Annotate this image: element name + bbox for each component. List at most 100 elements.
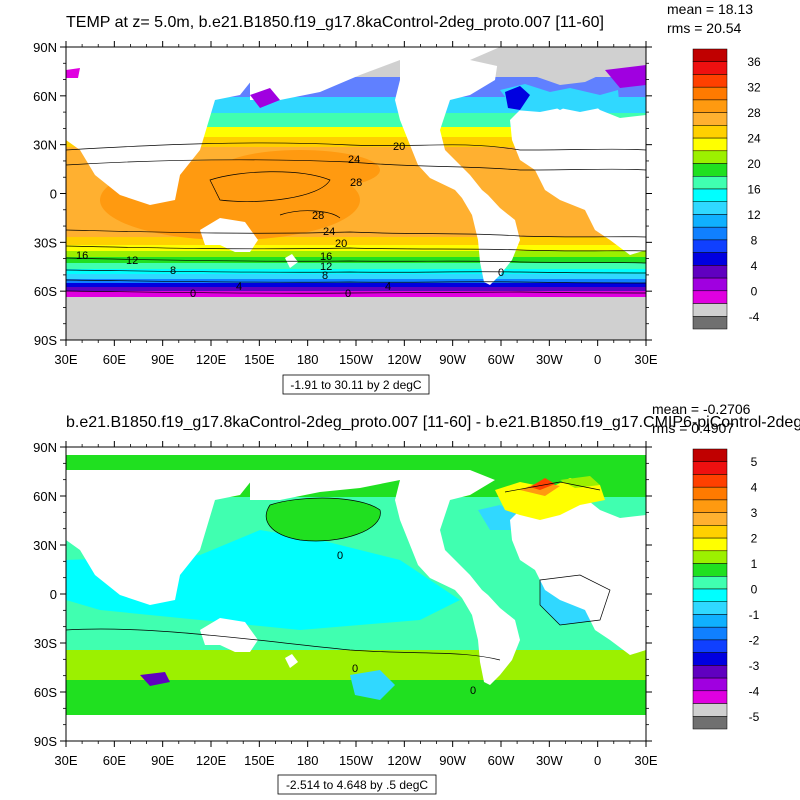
colorbar-box	[692, 448, 728, 462]
colorbar-box	[692, 588, 728, 602]
lon-label: 90W	[439, 753, 466, 768]
lat-label: 60N	[33, 489, 57, 504]
lon-label: 60E	[103, 753, 126, 768]
contour-label: 28	[350, 177, 362, 189]
contour-label: 8	[170, 265, 176, 277]
colorbar-box	[692, 150, 728, 164]
bottom-title: b.e21.B1850.f19_g17.8kaControl-2deg_prot…	[66, 414, 800, 431]
lon-label: 30W	[536, 352, 563, 367]
colorbar-box	[692, 290, 728, 304]
colorbar-box	[692, 576, 728, 590]
bottom-colorbar: 5 4 3 2 1 0 -1 -2 -3 -4 -5	[692, 448, 760, 730]
lon-label: 60W	[488, 753, 515, 768]
contour-label: 0	[470, 685, 476, 697]
lon-label: 90W	[439, 352, 466, 367]
colorbar-label: 20	[747, 157, 761, 171]
contour-label: 8	[322, 270, 328, 282]
lat-label: 60S	[34, 685, 57, 700]
colorbar-box	[692, 112, 728, 126]
top-land	[66, 47, 646, 285]
lat-label: 90N	[33, 440, 57, 455]
colorbar-box	[692, 512, 728, 526]
contour-label: 0	[352, 663, 358, 675]
colorbar-box	[692, 703, 728, 717]
colorbar-box	[692, 677, 728, 692]
lon-label: 150W	[339, 753, 374, 768]
top-info-text: -1.91 to 30.11 by 2 degC	[290, 378, 422, 392]
contour-label: 4	[236, 281, 242, 293]
colorbar-box	[692, 601, 728, 615]
bottom-rms: rms = 0.4907	[652, 420, 734, 436]
lon-label: 30E	[54, 753, 77, 768]
colorbar-box	[692, 690, 728, 704]
colorbar-box	[692, 74, 728, 88]
lon-label: 150E	[244, 753, 275, 768]
top-panel: TEMP at z= 5.0m, b.e21.B1850.f19_g17.8ka…	[33, 1, 761, 395]
colorbar-box	[692, 265, 728, 279]
lon-label: 30E	[54, 352, 77, 367]
colorbar-box	[692, 563, 728, 577]
colorbar-box	[692, 614, 728, 628]
top-info-box: -1.91 to 30.11 by 2 degC	[282, 374, 430, 395]
lon-label: 180	[297, 753, 319, 768]
lat-label: 90N	[33, 40, 57, 55]
contour-label: 12	[320, 261, 332, 273]
lon-label: 120E	[196, 753, 227, 768]
top-colorbar: 36 32 28 24 20 16 12 8 4 0 -4	[692, 48, 761, 330]
lat-label: 0	[50, 587, 57, 602]
colorbar-box	[692, 86, 728, 101]
colorbar-label: -5	[749, 710, 760, 724]
lon-label: 60E	[103, 352, 126, 367]
colorbar-box	[692, 537, 728, 552]
contour-label: 20	[335, 238, 347, 250]
colorbar-box	[692, 316, 728, 330]
colorbar-box	[692, 716, 728, 730]
colorbar-label: 3	[751, 506, 758, 520]
lat-label: 90S	[34, 333, 57, 348]
lon-label: 60W	[488, 352, 515, 367]
lat-label: 60N	[33, 89, 57, 104]
contour-label: 28	[312, 210, 324, 222]
top-rms: rms = 20.54	[667, 20, 742, 36]
top-mean: mean = 18.13	[667, 1, 753, 17]
lat-label: 30N	[33, 538, 57, 553]
contour-label: 24	[348, 154, 360, 166]
lat-label: 0	[50, 187, 57, 202]
colorbar-box	[692, 499, 728, 513]
colorbar-label: -4	[749, 684, 760, 698]
contour-label: 16	[320, 251, 332, 263]
bottom-map-field: 0 0 0	[66, 447, 646, 741]
lon-label: 150W	[339, 352, 374, 367]
lat-label: 90S	[34, 734, 57, 749]
colorbar-label: 1	[751, 557, 758, 571]
colorbar-label: 5	[751, 455, 758, 469]
colorbar-box	[692, 137, 728, 152]
colorbar-box	[692, 665, 728, 679]
colorbar-box	[692, 525, 728, 539]
colorbar-label: 4	[751, 259, 758, 273]
colorbar-box	[692, 188, 728, 202]
colorbar-box	[692, 125, 728, 139]
top-contour-labels: 20 24 28 28 24 20 16 12 8 4 0 0 16 12 8 …	[76, 141, 504, 300]
bottom-mean: mean = -0.2706	[652, 401, 751, 417]
colorbar-box	[692, 461, 728, 475]
colorbar-label: 16	[747, 183, 761, 197]
lon-label: 180	[297, 352, 319, 367]
colorbar-box	[692, 639, 728, 653]
bottom-land	[66, 447, 646, 685]
bottom-axis-ticks: 90N 60N 30N 0 30S 60S 90S 30E 60E 90E 120E 150E 180 1…	[33, 440, 658, 768]
contour-label: 12	[126, 255, 138, 267]
colorbar-box	[692, 99, 728, 113]
lon-label: 0	[594, 352, 601, 367]
colorbar-label: 0	[751, 284, 758, 298]
colorbar-label: -1	[749, 608, 760, 622]
colorbar-label: 4	[751, 481, 758, 495]
contour-label: 20	[393, 141, 405, 153]
bottom-contours	[66, 481, 611, 661]
colorbar-box	[692, 550, 728, 564]
colorbar-label: -3	[749, 659, 760, 673]
lon-label: 30E	[634, 753, 657, 768]
bottom-contour-labels: 0 0 0	[337, 550, 476, 697]
colorbar-box	[692, 652, 728, 666]
